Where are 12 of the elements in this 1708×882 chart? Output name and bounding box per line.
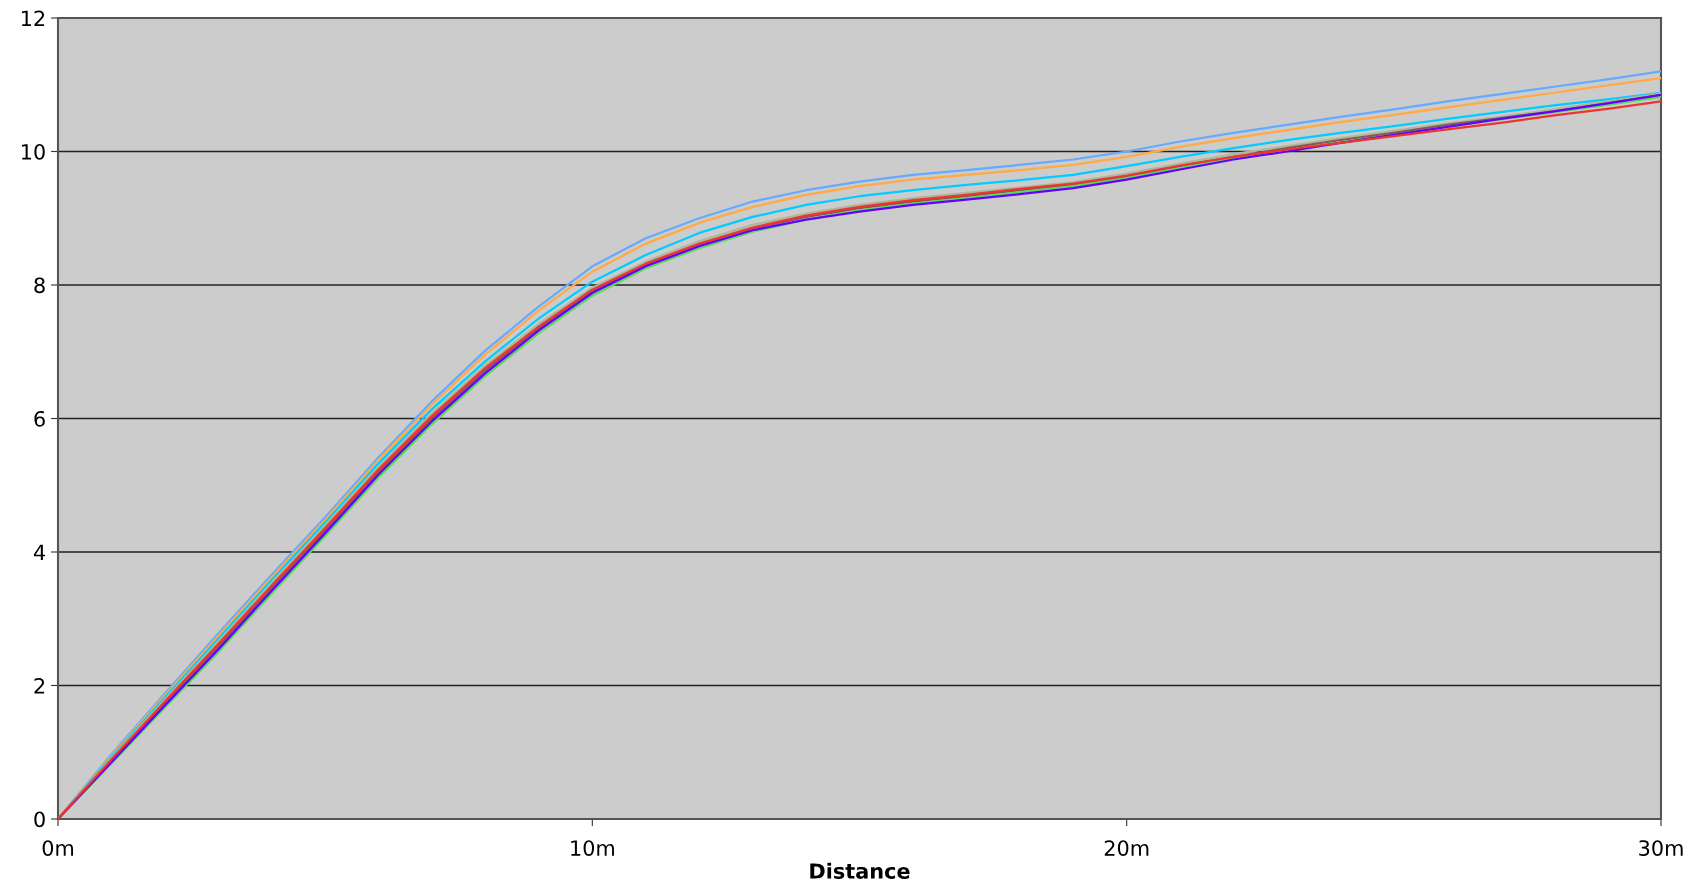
x-axis-title: Distance [810, 862, 910, 879]
y-tick-label: 12 [21, 10, 45, 26]
y-tick-label: 8 [34, 277, 45, 294]
x-tick-label: 30m [1639, 840, 1683, 856]
x-tick-label: 10m [571, 840, 614, 856]
x-tick-label: 0m [42, 840, 74, 856]
y-tick-label: 10 [21, 143, 45, 160]
x-tick-label: 20m [1104, 840, 1149, 856]
y-tick-label: 0 [34, 811, 45, 828]
y-tick-label: 2 [34, 677, 45, 694]
y-tick-label: 6 [34, 410, 45, 427]
y-tick-label: 4 [33, 544, 46, 560]
